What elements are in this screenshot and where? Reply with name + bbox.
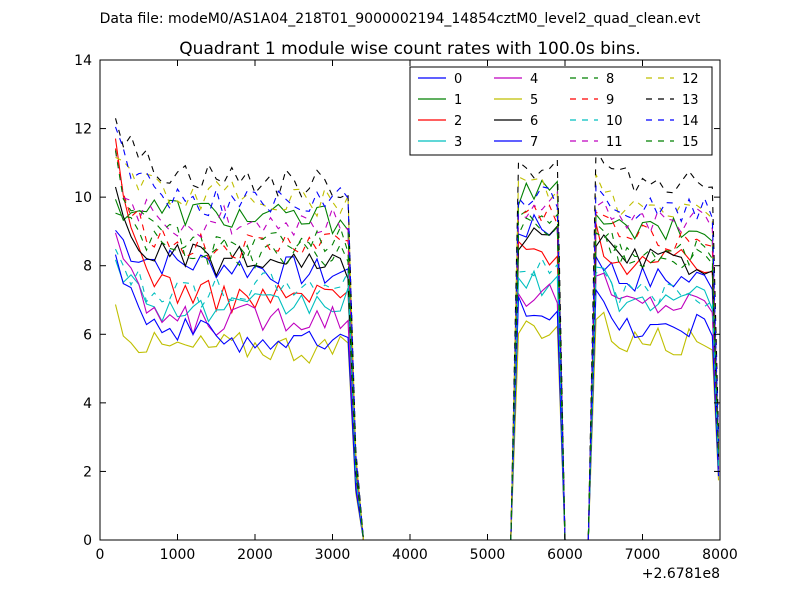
chart-title: Quadrant 1 module wise count rates with … — [179, 39, 640, 59]
y-tick-label: 14 — [74, 53, 92, 69]
legend-label-9: 9 — [606, 93, 614, 108]
legend-label-15: 15 — [682, 135, 699, 150]
x-tick-label: 7000 — [625, 547, 661, 563]
x-tick-label: 1000 — [160, 547, 196, 563]
series-line-11 — [114, 150, 720, 540]
data-file-label: Data file: modeM0/AS1A04_218T01_90000021… — [100, 11, 701, 27]
series-line-0 — [115, 213, 720, 540]
legend-label-5: 5 — [530, 93, 538, 108]
legend-label-12: 12 — [682, 72, 699, 87]
x-tick-label: 0 — [96, 547, 105, 563]
legend-label-2: 2 — [454, 114, 462, 129]
series-line-14 — [114, 126, 720, 540]
series-line-10 — [115, 248, 720, 540]
x-tick-label: 8000 — [702, 547, 738, 563]
legend-label-1: 1 — [454, 93, 462, 108]
legend-label-13: 13 — [682, 93, 699, 108]
series-line-9 — [114, 148, 720, 540]
legend-label-3: 3 — [454, 135, 462, 150]
legend-label-10: 10 — [606, 114, 623, 129]
legend-label-6: 6 — [530, 114, 538, 129]
series-line-4 — [114, 232, 720, 540]
legend-label-0: 0 — [454, 72, 462, 87]
series-line-6 — [114, 186, 720, 540]
legend-label-8: 8 — [606, 72, 614, 87]
legend-frame — [409, 66, 713, 156]
series-line-12 — [115, 156, 720, 540]
series-layer — [114, 118, 720, 540]
series-line-1 — [114, 179, 720, 540]
series-line-15 — [114, 150, 720, 540]
x-tick-label: 4000 — [392, 547, 428, 563]
x-offset-label: +2.6781e8 — [642, 566, 720, 582]
y-tick-label: 10 — [74, 190, 92, 206]
y-tick-label: 6 — [83, 327, 92, 343]
series-line-7 — [114, 254, 720, 540]
legend-label-4: 4 — [530, 72, 538, 87]
x-tick-label: 6000 — [547, 547, 583, 563]
x-tick-label: 3000 — [315, 547, 351, 563]
series-line-5 — [114, 304, 720, 540]
series-line-8 — [115, 210, 720, 540]
legend-label-7: 7 — [530, 135, 538, 150]
y-tick-label: 4 — [83, 396, 92, 412]
series-line-13 — [114, 118, 720, 540]
y-tick-label: 2 — [83, 464, 92, 480]
legend-label-14: 14 — [682, 114, 699, 129]
y-tick-label: 8 — [83, 259, 92, 275]
axis-ticks: 0 1000 2000 3000 4000 5000 6000 7000 80000246810… — [74, 53, 738, 563]
y-tick-label: 0 — [83, 533, 92, 549]
legend-label-11: 11 — [606, 135, 623, 150]
x-tick-label: 2000 — [237, 547, 273, 563]
y-tick-label: 12 — [74, 122, 92, 138]
x-tick-label: 5000 — [470, 547, 506, 563]
series-line-2 — [114, 138, 720, 540]
series-line-3 — [114, 259, 720, 540]
